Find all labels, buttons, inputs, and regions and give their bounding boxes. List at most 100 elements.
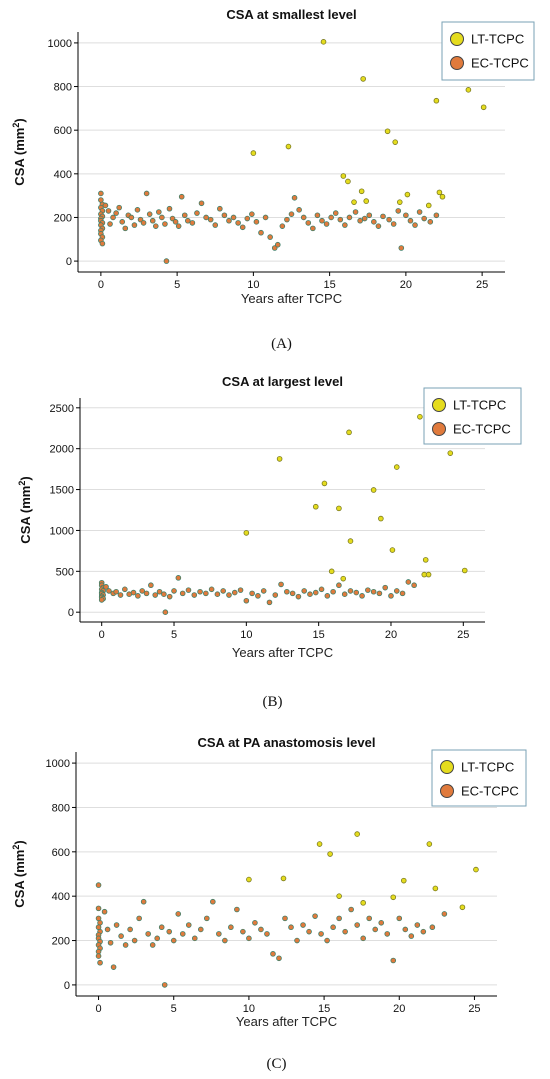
ec-tcpc-point xyxy=(402,926,409,933)
legend-marker xyxy=(432,398,446,412)
ec-tcpc-point xyxy=(332,210,339,216)
ec-tcpc-point xyxy=(324,937,330,944)
y-tick-label: 1500 xyxy=(50,485,74,497)
ec-tcpc-point xyxy=(262,214,269,221)
ec-tcpc-point xyxy=(276,955,282,962)
ec-tcpc-point xyxy=(296,207,302,213)
ec-tcpc-point xyxy=(378,919,385,926)
ec-tcpc-point xyxy=(97,959,103,966)
ec-tcpc-point xyxy=(99,240,106,247)
ec-tcpc-point xyxy=(140,898,147,905)
y-axis-label-close: ) xyxy=(18,476,33,480)
panel-label: (C) xyxy=(267,1056,287,1072)
ec-tcpc-point xyxy=(95,953,102,959)
ec-tcpc-point xyxy=(405,579,412,585)
ec-tcpc-point xyxy=(314,212,321,219)
ec-tcpc-point xyxy=(119,219,126,225)
ec-tcpc-point xyxy=(384,931,391,937)
ec-tcpc-point xyxy=(237,587,244,593)
ec-tcpc-point xyxy=(366,915,372,922)
y-axis-label-superscript: 2 xyxy=(11,845,21,850)
ec-tcpc-point xyxy=(382,584,388,591)
ec-tcpc-point xyxy=(420,928,427,935)
lt-tcpc-point xyxy=(246,876,252,883)
ec-tcpc-point xyxy=(98,597,105,603)
y-axis-label: CSA (mm2) xyxy=(11,840,27,907)
lt-tcpc-point xyxy=(276,456,283,462)
ec-tcpc-point xyxy=(128,214,135,221)
ec-tcpc-point xyxy=(122,225,129,232)
ec-tcpc-point xyxy=(305,220,312,226)
ec-tcpc-point xyxy=(360,935,366,942)
legend-label: EC-TCPC xyxy=(461,784,519,799)
y-axis-label-text: CSA (mm xyxy=(18,486,33,544)
ec-tcpc-point xyxy=(411,582,417,589)
lt-tcpc-point xyxy=(465,87,472,93)
lt-tcpc-point xyxy=(320,39,327,45)
ec-tcpc-point xyxy=(249,211,255,217)
lt-tcpc-point xyxy=(417,414,423,420)
y-tick-label: 400 xyxy=(52,891,70,903)
ec-tcpc-point xyxy=(185,217,191,224)
y-tick-label: 200 xyxy=(54,212,72,224)
ec-tcpc-point xyxy=(370,588,377,595)
lt-tcpc-point xyxy=(280,875,287,882)
ec-tcpc-point xyxy=(260,588,267,594)
ec-tcpc-point xyxy=(416,209,423,215)
ec-tcpc-point xyxy=(194,210,200,216)
ec-tcpc-point xyxy=(264,931,270,937)
ec-tcpc-point xyxy=(395,208,402,214)
x-axis-label: Years after TCPC xyxy=(236,1014,337,1029)
ec-tcpc-point xyxy=(388,593,394,599)
chart-panel-3: 0 200 400 600 800 1000 0 5 10 15 20 25 CSA at PA ana… xyxy=(11,735,527,1072)
ec-tcpc-point xyxy=(330,924,336,931)
ec-tcpc-point xyxy=(403,212,409,219)
ec-tcpc-point xyxy=(207,216,214,223)
y-tick-label: 400 xyxy=(54,169,72,181)
ec-tcpc-point xyxy=(252,919,258,926)
x-tick-label: 0 xyxy=(95,1003,101,1015)
ec-tcpc-point xyxy=(328,214,334,221)
lt-tcpc-point xyxy=(459,904,466,911)
x-tick-label: 15 xyxy=(324,279,336,291)
ec-tcpc-point xyxy=(226,592,232,598)
y-axis-label-close: ) xyxy=(12,840,27,844)
ec-tcpc-point xyxy=(399,590,406,597)
lt-tcpc-point xyxy=(404,191,411,198)
ec-tcpc-point xyxy=(158,924,165,931)
legend-marker xyxy=(450,56,464,70)
x-tick-label: 15 xyxy=(313,629,325,641)
ec-tcpc-point xyxy=(136,915,142,922)
legend-label: LT-TCPC xyxy=(471,32,524,47)
ec-tcpc-point xyxy=(145,931,151,937)
ec-tcpc-point xyxy=(166,593,173,600)
ec-tcpc-point xyxy=(352,209,359,215)
lt-tcpc-point xyxy=(312,503,319,510)
ec-tcpc-point xyxy=(312,913,318,919)
y-axis-label-superscript: 2 xyxy=(17,481,27,486)
lt-tcpc-point xyxy=(378,515,384,522)
ec-tcpc-point xyxy=(95,905,102,912)
ec-tcpc-point xyxy=(341,591,348,598)
ec-tcpc-point xyxy=(214,591,221,598)
ec-tcpc-point xyxy=(103,584,109,590)
ec-tcpc-point xyxy=(361,215,368,222)
lt-tcpc-point xyxy=(433,97,440,104)
ec-tcpc-point xyxy=(149,217,156,224)
ec-tcpc-point xyxy=(104,926,111,933)
ec-tcpc-point xyxy=(278,581,284,588)
y-tick-label: 200 xyxy=(52,936,70,948)
ec-tcpc-point xyxy=(295,593,302,600)
lt-tcpc-point xyxy=(346,429,352,436)
ec-tcpc-point xyxy=(134,207,141,213)
ec-tcpc-point xyxy=(221,212,228,219)
lt-tcpc-point xyxy=(336,505,342,512)
lt-tcpc-point xyxy=(285,143,292,150)
y-tick-label: 600 xyxy=(54,125,72,137)
ec-tcpc-point xyxy=(106,588,112,594)
x-tick-label: 25 xyxy=(468,1003,480,1015)
ec-tcpc-point xyxy=(135,593,141,599)
ec-tcpc-point xyxy=(279,223,286,229)
ec-tcpc-point xyxy=(288,924,294,931)
